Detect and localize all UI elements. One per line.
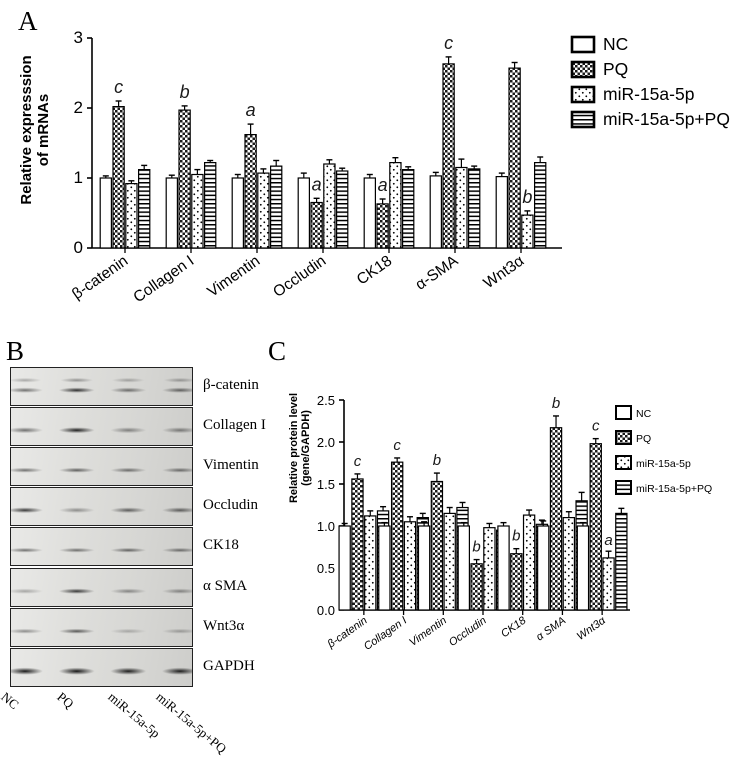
svg-text:NC: NC bbox=[603, 34, 628, 54]
svg-text:b: b bbox=[472, 539, 480, 556]
svg-text:NC: NC bbox=[636, 408, 652, 420]
svg-text:Occludin: Occludin bbox=[447, 615, 489, 649]
svg-text:b: b bbox=[552, 395, 560, 412]
svg-text:Vimentin: Vimentin bbox=[204, 252, 263, 300]
svg-text:c: c bbox=[354, 453, 362, 470]
svg-text:b: b bbox=[522, 187, 532, 207]
svg-text:a: a bbox=[378, 175, 388, 195]
svg-text:0.0: 0.0 bbox=[317, 603, 335, 618]
svg-text:1.0: 1.0 bbox=[317, 519, 335, 534]
svg-text:miR-15a-5p+PQ: miR-15a-5p+PQ bbox=[636, 483, 712, 495]
svg-text:1: 1 bbox=[74, 168, 83, 187]
svg-text:a: a bbox=[312, 174, 322, 194]
svg-text:c: c bbox=[393, 437, 401, 454]
svg-text:Collagen I: Collagen I bbox=[130, 252, 197, 306]
svg-text:0: 0 bbox=[74, 238, 83, 257]
svg-text:2: 2 bbox=[74, 98, 83, 117]
svg-text:Vimentin: Vimentin bbox=[407, 615, 449, 649]
svg-text:miR-15a-5p: miR-15a-5p bbox=[603, 84, 694, 104]
svg-text:a: a bbox=[246, 100, 256, 120]
svg-text:Wnt3α: Wnt3α bbox=[481, 252, 528, 292]
svg-text:α-SMA: α-SMA bbox=[412, 252, 461, 294]
svg-text:c: c bbox=[114, 77, 123, 97]
svg-text:CK18: CK18 bbox=[354, 252, 396, 288]
svg-text:Wnt3α: Wnt3α bbox=[575, 614, 609, 643]
svg-text:c: c bbox=[592, 418, 600, 435]
svg-text:b: b bbox=[512, 528, 520, 545]
svg-text:1.5: 1.5 bbox=[317, 477, 335, 492]
svg-text:PQ: PQ bbox=[636, 433, 651, 445]
svg-text:b: b bbox=[433, 452, 441, 469]
svg-text:CK18: CK18 bbox=[499, 614, 529, 640]
svg-text:miR-15a-5p: miR-15a-5p bbox=[636, 458, 691, 470]
svg-text:Collagen I: Collagen I bbox=[362, 615, 409, 653]
svg-text:0.5: 0.5 bbox=[317, 561, 335, 576]
svg-text:PQ: PQ bbox=[603, 59, 628, 79]
svg-text:2.5: 2.5 bbox=[317, 393, 335, 408]
svg-text:Occludin: Occludin bbox=[270, 252, 329, 301]
svg-text:a: a bbox=[604, 532, 612, 549]
svg-text:2.0: 2.0 bbox=[317, 435, 335, 450]
svg-text:c: c bbox=[444, 33, 453, 53]
svg-text:miR-15a-5p+PQ: miR-15a-5p+PQ bbox=[603, 109, 730, 129]
svg-text:β-catenin: β-catenin bbox=[69, 252, 131, 303]
svg-text:b: b bbox=[180, 82, 190, 102]
svg-text:3: 3 bbox=[74, 28, 83, 47]
svg-text:α SMA: α SMA bbox=[534, 615, 568, 644]
